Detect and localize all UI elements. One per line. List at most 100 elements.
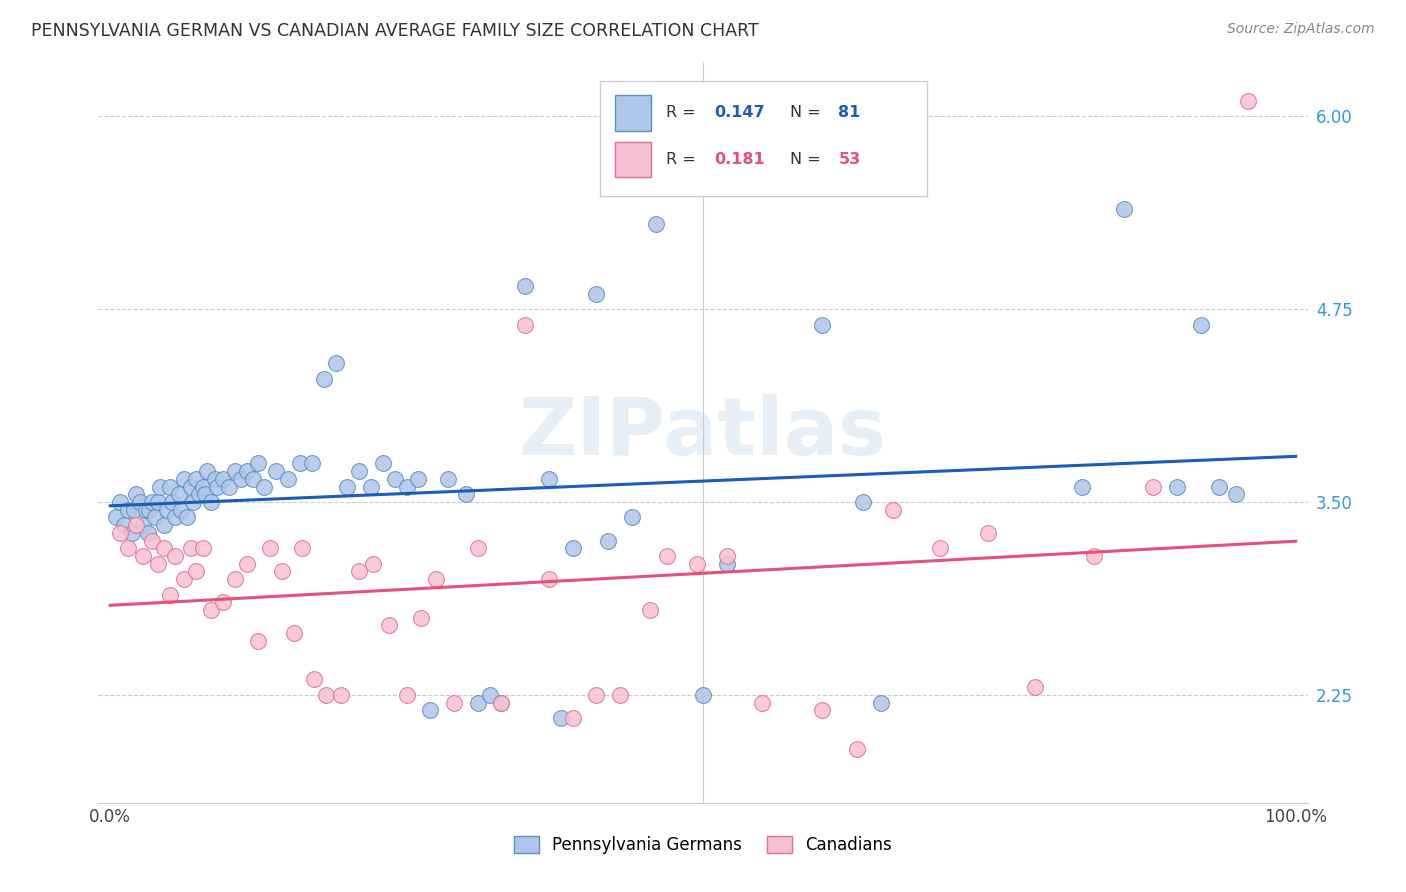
Text: R =: R = (665, 152, 700, 167)
Point (491, 696, 513, 710)
Point (515, 279, 537, 293)
Point (1083, 549, 1105, 563)
Point (443, 696, 465, 710)
Point (561, 541, 583, 556)
Point (165, 549, 187, 563)
Point (291, 541, 314, 556)
Point (657, 549, 679, 563)
Text: ZIPatlas: ZIPatlas (519, 393, 887, 472)
Point (200, 603, 222, 617)
Point (302, 673, 325, 687)
Point (882, 502, 904, 516)
Point (325, 356, 347, 370)
Point (235, 464, 257, 478)
Point (247, 457, 270, 471)
Point (121, 525, 143, 540)
Text: 0.181: 0.181 (714, 152, 765, 167)
Point (467, 541, 489, 556)
Point (160, 495, 183, 509)
Point (259, 541, 281, 556)
Point (751, 696, 773, 710)
Point (363, 557, 385, 571)
Point (1225, 487, 1247, 501)
Point (165, 510, 187, 524)
Point (191, 480, 214, 494)
Point (716, 549, 738, 563)
Text: 0.147: 0.147 (714, 105, 765, 120)
Point (692, 688, 714, 702)
Point (419, 703, 441, 717)
Point (242, 472, 264, 486)
Point (173, 572, 195, 586)
Point (1166, 480, 1188, 494)
Point (686, 557, 709, 571)
Point (191, 541, 214, 556)
Legend: Pennsylvania Germans, Canadians: Pennsylvania Germans, Canadians (508, 830, 898, 861)
Point (180, 541, 202, 556)
Point (288, 457, 311, 471)
Point (929, 541, 952, 556)
Point (384, 472, 406, 486)
Text: 53: 53 (838, 152, 860, 167)
Text: N =: N = (790, 152, 825, 167)
Point (561, 711, 583, 725)
Point (224, 464, 246, 478)
Point (247, 633, 270, 648)
Point (135, 502, 157, 516)
Point (194, 487, 217, 501)
Point (846, 741, 869, 756)
Point (205, 480, 228, 494)
Point (1112, 202, 1135, 216)
Point (152, 541, 174, 556)
Point (197, 464, 219, 478)
Point (378, 618, 401, 632)
Point (125, 518, 148, 533)
Point (1142, 480, 1164, 494)
Point (152, 518, 174, 533)
Point (167, 487, 190, 501)
Point (173, 472, 195, 486)
Point (108, 525, 131, 540)
Point (467, 696, 489, 710)
Point (141, 495, 163, 509)
Point (188, 487, 211, 501)
Point (1189, 318, 1212, 332)
Text: R =: R = (665, 105, 700, 120)
Point (212, 595, 235, 609)
Point (609, 688, 631, 702)
Point (253, 480, 276, 494)
Point (537, 572, 560, 586)
Point (149, 480, 172, 494)
Point (454, 487, 477, 501)
Point (146, 557, 169, 571)
Point (129, 495, 152, 509)
Point (395, 688, 418, 702)
Point (347, 565, 370, 579)
Point (229, 472, 252, 486)
Point (212, 472, 235, 486)
Point (146, 495, 169, 509)
Point (644, 218, 666, 232)
Point (156, 502, 179, 516)
Point (141, 533, 163, 548)
Point (264, 464, 287, 478)
Point (598, 533, 620, 548)
Point (143, 510, 166, 524)
Point (184, 565, 207, 579)
Point (1237, 94, 1260, 108)
Point (176, 510, 198, 524)
Point (437, 472, 460, 486)
Point (283, 626, 305, 640)
Point (108, 495, 131, 509)
FancyBboxPatch shape (600, 81, 927, 195)
Point (138, 502, 160, 516)
Point (852, 495, 875, 509)
Point (170, 502, 193, 516)
Point (1024, 680, 1046, 694)
Point (515, 318, 537, 332)
Point (869, 696, 891, 710)
Point (312, 371, 335, 385)
Text: Source: ZipAtlas.com: Source: ZipAtlas.com (1227, 22, 1375, 37)
Point (620, 510, 643, 524)
Point (122, 502, 145, 516)
